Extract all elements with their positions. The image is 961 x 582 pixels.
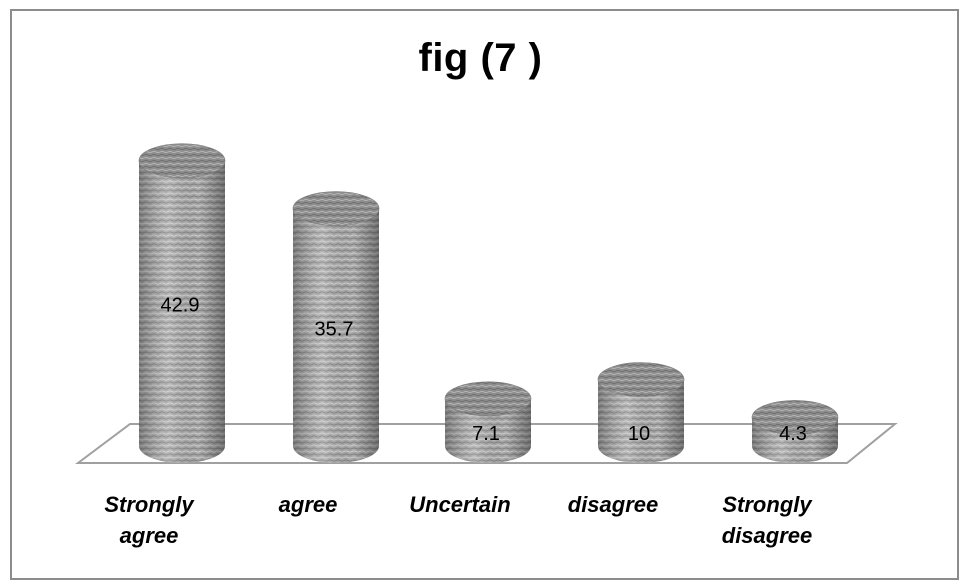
- x-tick-label-line: Strongly: [104, 492, 195, 517]
- bar-value-label: 10: [628, 423, 650, 445]
- x-tick-label-line: agree: [279, 492, 338, 517]
- chart-title: fig (7 ): [418, 36, 543, 80]
- bar: 35.7: [292, 191, 380, 463]
- x-tick-label-line: disagree: [722, 523, 813, 548]
- bar-value-label: 4.3: [779, 423, 807, 445]
- x-tick-label: Strongly agree: [104, 492, 195, 548]
- bar-shading: [752, 417, 838, 463]
- bar: 42.9: [138, 143, 226, 463]
- bars-group: 42.9 35.7 7.1 10 4.3: [138, 143, 839, 463]
- bar: 7.1: [444, 381, 532, 463]
- bar-value-label: 35.7: [315, 318, 354, 340]
- bar-top: [597, 362, 685, 397]
- bar-value-label: 42.9: [161, 294, 200, 316]
- x-tick-label: agree: [279, 492, 338, 517]
- bar: 4.3: [751, 400, 839, 463]
- x-tick-label: disagree: [568, 492, 659, 517]
- bar-value-label: 7.1: [472, 423, 500, 445]
- x-tick-label-line: Strongly: [722, 492, 813, 517]
- x-tick-label-line: disagree: [568, 492, 659, 517]
- bar-shading: [139, 160, 225, 463]
- bar-top: [444, 381, 532, 417]
- bar-top: [751, 400, 839, 435]
- x-tick-label: Strongly disagree: [722, 492, 814, 548]
- x-tick-label-line: agree: [120, 523, 179, 548]
- bar-shading: [293, 208, 379, 463]
- x-tick-label-line: Uncertain: [409, 492, 510, 517]
- x-tick-label: Uncertain: [409, 492, 510, 517]
- bar: 10: [597, 362, 685, 463]
- bar-shading: [445, 398, 531, 463]
- bar-top: [292, 191, 380, 226]
- bar-top: [138, 143, 226, 179]
- bar-shading: [598, 379, 684, 463]
